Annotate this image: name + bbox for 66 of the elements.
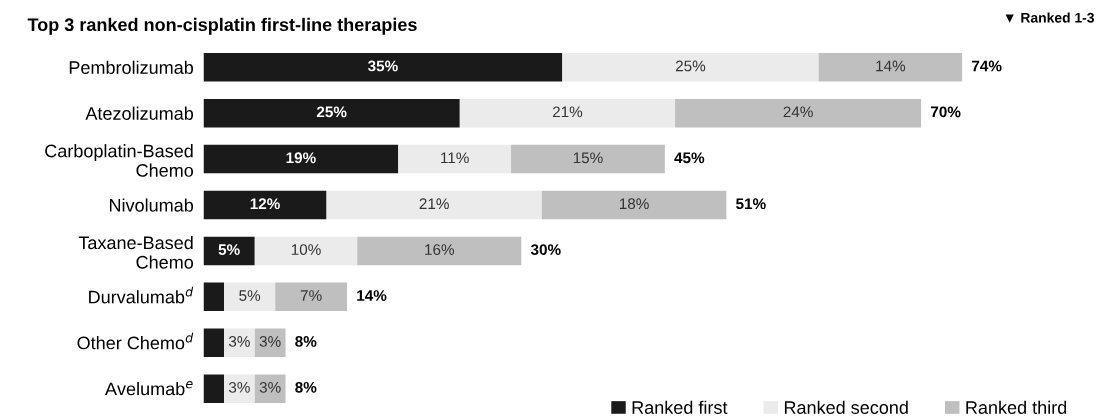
data-label: 3% bbox=[259, 381, 281, 393]
chart-title: Top 3 ranked non-cisplatin first-line therapies bbox=[27, 17, 417, 35]
bar bbox=[203, 53, 563, 82]
data-label: 35% bbox=[367, 60, 398, 72]
y-tick-label: Carboplatin-Based Chemo bbox=[45, 144, 194, 177]
data-label: 5% bbox=[218, 244, 240, 256]
bar bbox=[203, 144, 399, 174]
data-label: 12% bbox=[250, 198, 280, 210]
data-label: 3% bbox=[259, 336, 281, 347]
y-tick-label: Taxane-Based Chemo bbox=[78, 235, 194, 269]
legend-label: Ranked second bbox=[784, 400, 908, 414]
bar bbox=[203, 282, 224, 312]
total-label: 70% bbox=[931, 106, 961, 118]
data-label: 5% bbox=[239, 290, 261, 301]
bar bbox=[459, 98, 676, 128]
total-label: 8% bbox=[295, 381, 317, 393]
data-label: 25% bbox=[675, 60, 706, 72]
bar bbox=[675, 98, 922, 128]
y-tick-label: Pembrolizumab bbox=[69, 60, 194, 74]
bar bbox=[224, 328, 255, 357]
data-label: 10% bbox=[291, 244, 321, 256]
total-label: 30% bbox=[530, 244, 561, 256]
legend-label: Ranked first bbox=[632, 400, 728, 414]
data-label: 14% bbox=[876, 60, 906, 72]
bar bbox=[254, 374, 286, 403]
bar bbox=[203, 328, 224, 357]
data-label: 3% bbox=[228, 336, 250, 347]
y-tick-label: Durvalumab$^{d}$ bbox=[89, 286, 194, 304]
bar bbox=[254, 328, 286, 357]
data-label: 18% bbox=[619, 198, 649, 210]
data-label: 25% bbox=[316, 106, 347, 118]
data-label: 15% bbox=[573, 152, 603, 164]
bar bbox=[203, 190, 327, 220]
total-label: 45% bbox=[674, 152, 705, 164]
bar bbox=[224, 282, 276, 312]
data-label: 24% bbox=[783, 106, 813, 118]
data-label: 21% bbox=[419, 198, 449, 210]
total-label: 51% bbox=[736, 198, 766, 210]
data-label: 19% bbox=[286, 152, 316, 164]
bar bbox=[203, 98, 460, 128]
total-label: 8% bbox=[295, 336, 317, 347]
y-tick-label: Avelumab$^{e}$ bbox=[104, 381, 193, 396]
bar bbox=[203, 236, 255, 266]
bar bbox=[203, 374, 224, 403]
data-label: 11% bbox=[441, 152, 469, 164]
legend-label: Ranked third bbox=[966, 400, 1067, 414]
y-tick-label: Other Chemo$^{d}$ bbox=[77, 332, 194, 350]
bar bbox=[541, 190, 727, 220]
data-label: 21% bbox=[552, 106, 583, 118]
y-tick-label: Atezolizumab bbox=[85, 106, 194, 120]
total-label: 74% bbox=[972, 60, 1002, 72]
data-label: 7% bbox=[300, 290, 322, 301]
data-label: 16% bbox=[425, 244, 455, 256]
bar bbox=[357, 236, 522, 266]
bar bbox=[254, 236, 358, 266]
y-tick-label: Nivolumab bbox=[109, 198, 194, 212]
bar bbox=[818, 53, 963, 82]
text: ▼ Ranked 1-3 bbox=[1005, 12, 1095, 23]
bar bbox=[511, 144, 665, 174]
bar bbox=[275, 282, 348, 312]
total-label: 14% bbox=[357, 290, 387, 301]
bar bbox=[224, 374, 255, 403]
data-label: 3% bbox=[228, 381, 250, 393]
bar bbox=[562, 53, 819, 82]
bar bbox=[326, 190, 542, 220]
bar bbox=[398, 144, 512, 174]
